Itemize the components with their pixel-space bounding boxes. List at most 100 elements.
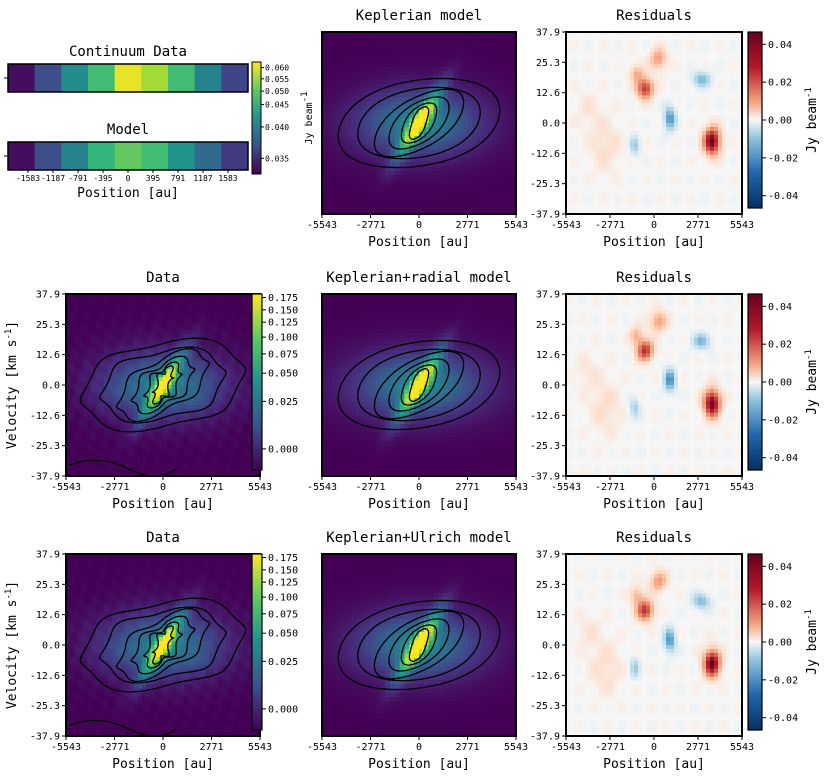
heatmap-cell (238, 333, 244, 339)
colorbar-tick-label: 0.060 (265, 64, 289, 73)
heatmap-cell (154, 341, 160, 347)
heatmap-cell (234, 313, 240, 319)
heatmap-cell (654, 111, 659, 116)
heatmap-cell (702, 194, 707, 199)
heatmap-cell (630, 32, 635, 37)
heatmap-cell (120, 381, 126, 386)
heatmap-cell (730, 47, 735, 53)
heatmap-cell (698, 91, 703, 96)
heatmap-cell (670, 87, 675, 92)
heatmap-cell (163, 325, 168, 331)
heatmap-cell (82, 385, 88, 390)
heatmap-cell (66, 357, 71, 362)
heatmap-cell (718, 71, 723, 77)
heatmap-cell (322, 97, 328, 102)
heatmap-cell (192, 317, 198, 323)
heatmap-cell (682, 43, 687, 49)
heatmap-cell (734, 178, 739, 183)
heatmap-cell (726, 67, 731, 73)
heatmap-cell (690, 67, 695, 73)
heatmap-cell (217, 377, 223, 382)
heatmap-cell (626, 166, 631, 172)
heatmap-cell (213, 361, 219, 366)
heatmap-cell (125, 333, 130, 339)
heatmap-cell (74, 353, 80, 358)
heatmap-cell (154, 345, 160, 350)
heatmap-cell (694, 32, 699, 37)
heatmap-cell (133, 385, 139, 390)
heatmap-cell (722, 103, 727, 108)
heatmap-cell (370, 49, 376, 55)
heatmap-cell (626, 126, 631, 132)
heatmap-cell (618, 138, 623, 144)
heatmap-cell (375, 170, 381, 176)
heatmap-cell (213, 317, 219, 323)
heatmap-cell (82, 305, 88, 311)
heatmap-cell (472, 140, 478, 146)
heatmap-cell (686, 99, 691, 104)
heatmap-cell (438, 71, 444, 76)
heatmap-cell (200, 329, 206, 335)
heatmap-cell (678, 55, 683, 61)
heatmap-cell (506, 92, 512, 98)
heatmap-cell (511, 149, 517, 154)
heatmap-cell (586, 178, 591, 183)
heatmap-cell (638, 170, 643, 176)
heatmap-cell (226, 341, 232, 347)
heatmap-cell (226, 357, 232, 362)
heatmap-cell (370, 79, 376, 85)
heatmap-cell (146, 377, 151, 382)
heatmap-cell (103, 392, 109, 398)
heatmap-cell (82, 333, 88, 339)
heatmap-cell (496, 131, 503, 137)
heatmap-cell (375, 53, 381, 59)
heatmap-cell (175, 301, 181, 307)
heatmap-cell (243, 337, 248, 343)
heatmap-cell (234, 381, 240, 386)
heatmap-cell (634, 130, 639, 136)
heatmap-cell (594, 142, 599, 148)
heatmap-cell (722, 150, 727, 156)
heatmap-cell (467, 58, 473, 63)
heatmap-cell (491, 179, 498, 185)
heatmap-cell (394, 123, 401, 128)
heatmap-cell (331, 123, 338, 128)
heatmap-cell (638, 178, 643, 183)
heatmap-cell (650, 206, 655, 211)
heatmap-cell (389, 175, 396, 180)
heatmap-cell (702, 170, 707, 176)
heatmap-cell (192, 385, 198, 390)
heatmap-cell (678, 71, 683, 77)
heatmap-cell (472, 136, 478, 141)
heatmap-cell (419, 79, 425, 85)
heatmap-cell (598, 71, 603, 77)
contour-line (388, 96, 450, 150)
heatmap-cell (670, 119, 675, 124)
heatmap-cell (566, 47, 571, 53)
heatmap-cell (404, 62, 410, 68)
heatmap-cell (594, 178, 599, 183)
heatmap-cell (722, 79, 727, 85)
heatmap-cell (501, 105, 507, 111)
heatmap-cell (365, 144, 372, 150)
heatmap-cell (714, 83, 719, 88)
heatmap-cell (341, 92, 347, 98)
heatmap-cell (355, 144, 362, 150)
heatmap-cell (171, 301, 177, 307)
heatmap-cell (438, 144, 444, 150)
heatmap-cell (74, 333, 80, 339)
heatmap-cell (491, 114, 498, 120)
heatmap-cell (566, 202, 571, 207)
heatmap-cell (95, 321, 101, 327)
heatmap-cell (217, 309, 223, 315)
heatmap-cell (590, 95, 595, 100)
heatmap-cell (658, 111, 663, 116)
heatmap-cell (409, 149, 415, 154)
heatmap-cell (570, 55, 575, 61)
heatmap-cell (722, 111, 727, 116)
heatmap-cell (385, 140, 391, 146)
heatmap-cell (622, 87, 627, 92)
heatmap-cell (365, 97, 372, 102)
heatmap-cell (365, 84, 372, 89)
heatmap-cell (566, 32, 571, 37)
